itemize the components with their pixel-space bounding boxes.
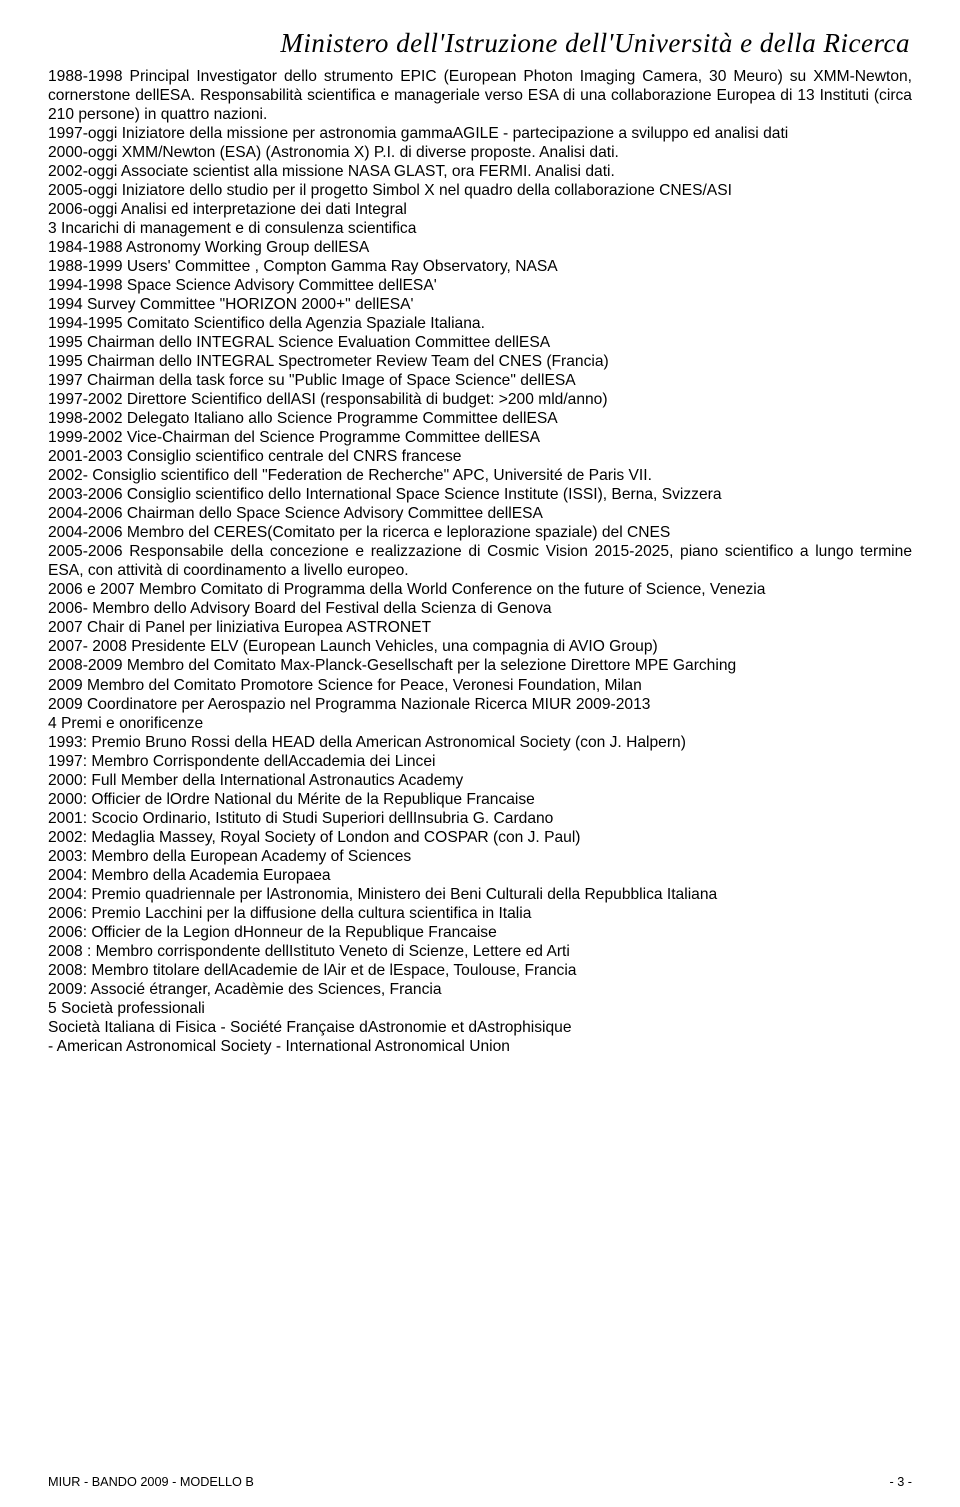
- cv-line: 2002: Medaglia Massey, Royal Society of …: [48, 828, 912, 847]
- footer-left: MIUR - BANDO 2009 - MODELLO B: [48, 1475, 254, 1489]
- cv-line: 5 Società professionali: [48, 999, 912, 1018]
- cv-line: 2006- Membro dello Advisory Board del Fe…: [48, 599, 912, 618]
- cv-line: 2005-2006 Responsabile della concezione …: [48, 542, 912, 580]
- cv-body-text: 1988-1998 Principal Investigator dello s…: [48, 67, 912, 1056]
- cv-line: 1984-1988 Astronomy Working Group dellES…: [48, 238, 912, 257]
- cv-line: 2009 Membro del Comitato Promotore Scien…: [48, 676, 912, 695]
- cv-line: - American Astronomical Society - Intern…: [48, 1037, 912, 1056]
- cv-line: 2009 Coordinatore per Aerospazio nel Pro…: [48, 695, 912, 714]
- document-page: Ministero dell'Istruzione dell'Universit…: [0, 0, 960, 1507]
- cv-line: 1993: Premio Bruno Rossi della HEAD dell…: [48, 733, 912, 752]
- cv-line: 2009: Associé étranger, Acadèmie des Sci…: [48, 980, 912, 999]
- cv-line: 2004-2006 Chairman dello Space Science A…: [48, 504, 912, 523]
- cv-line: 2003-2006 Consiglio scientifico dello In…: [48, 485, 912, 504]
- cv-line: 1994-1995 Comitato Scientifico della Age…: [48, 314, 912, 333]
- cv-line: 2002- Consiglio scientifico dell "Federa…: [48, 466, 912, 485]
- cv-line: 1999-2002 Vice-Chairman del Science Prog…: [48, 428, 912, 447]
- cv-line: 1994-1998 Space Science Advisory Committ…: [48, 276, 912, 295]
- cv-line: 4 Premi e onorificenze: [48, 714, 912, 733]
- cv-line: 1995 Chairman dello INTEGRAL Spectromete…: [48, 352, 912, 371]
- cv-line: 2006-oggi Analisi ed interpretazione dei…: [48, 200, 912, 219]
- ministry-header: Ministero dell'Istruzione dell'Universit…: [48, 28, 912, 59]
- cv-line: 1988-1998 Principal Investigator dello s…: [48, 67, 912, 124]
- footer-page-number: - 3 -: [889, 1475, 912, 1489]
- cv-line: 2000-oggi XMM/Newton (ESA) (Astronomia X…: [48, 143, 912, 162]
- cv-line: 1988-1999 Users' Committee , Compton Gam…: [48, 257, 912, 276]
- cv-line: 3 Incarichi di management e di consulenz…: [48, 219, 912, 238]
- cv-line: 2003: Membro della European Academy of S…: [48, 847, 912, 866]
- cv-line: 2006: Officier de la Legion dHonneur de …: [48, 923, 912, 942]
- cv-line: 1997 Chairman della task force su "Publi…: [48, 371, 912, 390]
- cv-line: 2004: Premio quadriennale per lAstronomi…: [48, 885, 912, 904]
- cv-line: 2004-2006 Membro del CERES(Comitato per …: [48, 523, 912, 542]
- cv-line: 1997-oggi Iniziatore della missione per …: [48, 124, 912, 143]
- cv-line: 2007- 2008 Presidente ELV (European Laun…: [48, 637, 912, 656]
- cv-line: 2004: Membro della Academia Europaea: [48, 866, 912, 885]
- cv-line: Società Italiana di Fisica - Société Fra…: [48, 1018, 912, 1037]
- page-footer: MIUR - BANDO 2009 - MODELLO B - 3 -: [0, 1475, 960, 1489]
- cv-line: 1997: Membro Corrispondente dellAccademi…: [48, 752, 912, 771]
- cv-line: 2000: Officier de lOrdre National du Mér…: [48, 790, 912, 809]
- cv-line: 1998-2002 Delegato Italiano allo Science…: [48, 409, 912, 428]
- cv-line: 2001-2003 Consiglio scientifico centrale…: [48, 447, 912, 466]
- cv-line: 2006 e 2007 Membro Comitato di Programma…: [48, 580, 912, 599]
- cv-line: 2005-oggi Iniziatore dello studio per il…: [48, 181, 912, 200]
- cv-line: 2002-oggi Associate scientist alla missi…: [48, 162, 912, 181]
- cv-line: 2007 Chair di Panel per liniziativa Euro…: [48, 618, 912, 637]
- cv-line: 2000: Full Member della International As…: [48, 771, 912, 790]
- cv-line: 2008 : Membro corrispondente dellIstitut…: [48, 942, 912, 961]
- cv-line: 1994 Survey Committee "HORIZON 2000+" de…: [48, 295, 912, 314]
- cv-line: 2001: Scocio Ordinario, Istituto di Stud…: [48, 809, 912, 828]
- cv-line: 2006: Premio Lacchini per la diffusione …: [48, 904, 912, 923]
- cv-line: 2008-2009 Membro del Comitato Max-Planck…: [48, 656, 912, 675]
- cv-line: 1997-2002 Direttore Scientifico dellASI …: [48, 390, 912, 409]
- cv-line: 1995 Chairman dello INTEGRAL Science Eva…: [48, 333, 912, 352]
- cv-line: 2008: Membro titolare dellAcademie de lA…: [48, 961, 912, 980]
